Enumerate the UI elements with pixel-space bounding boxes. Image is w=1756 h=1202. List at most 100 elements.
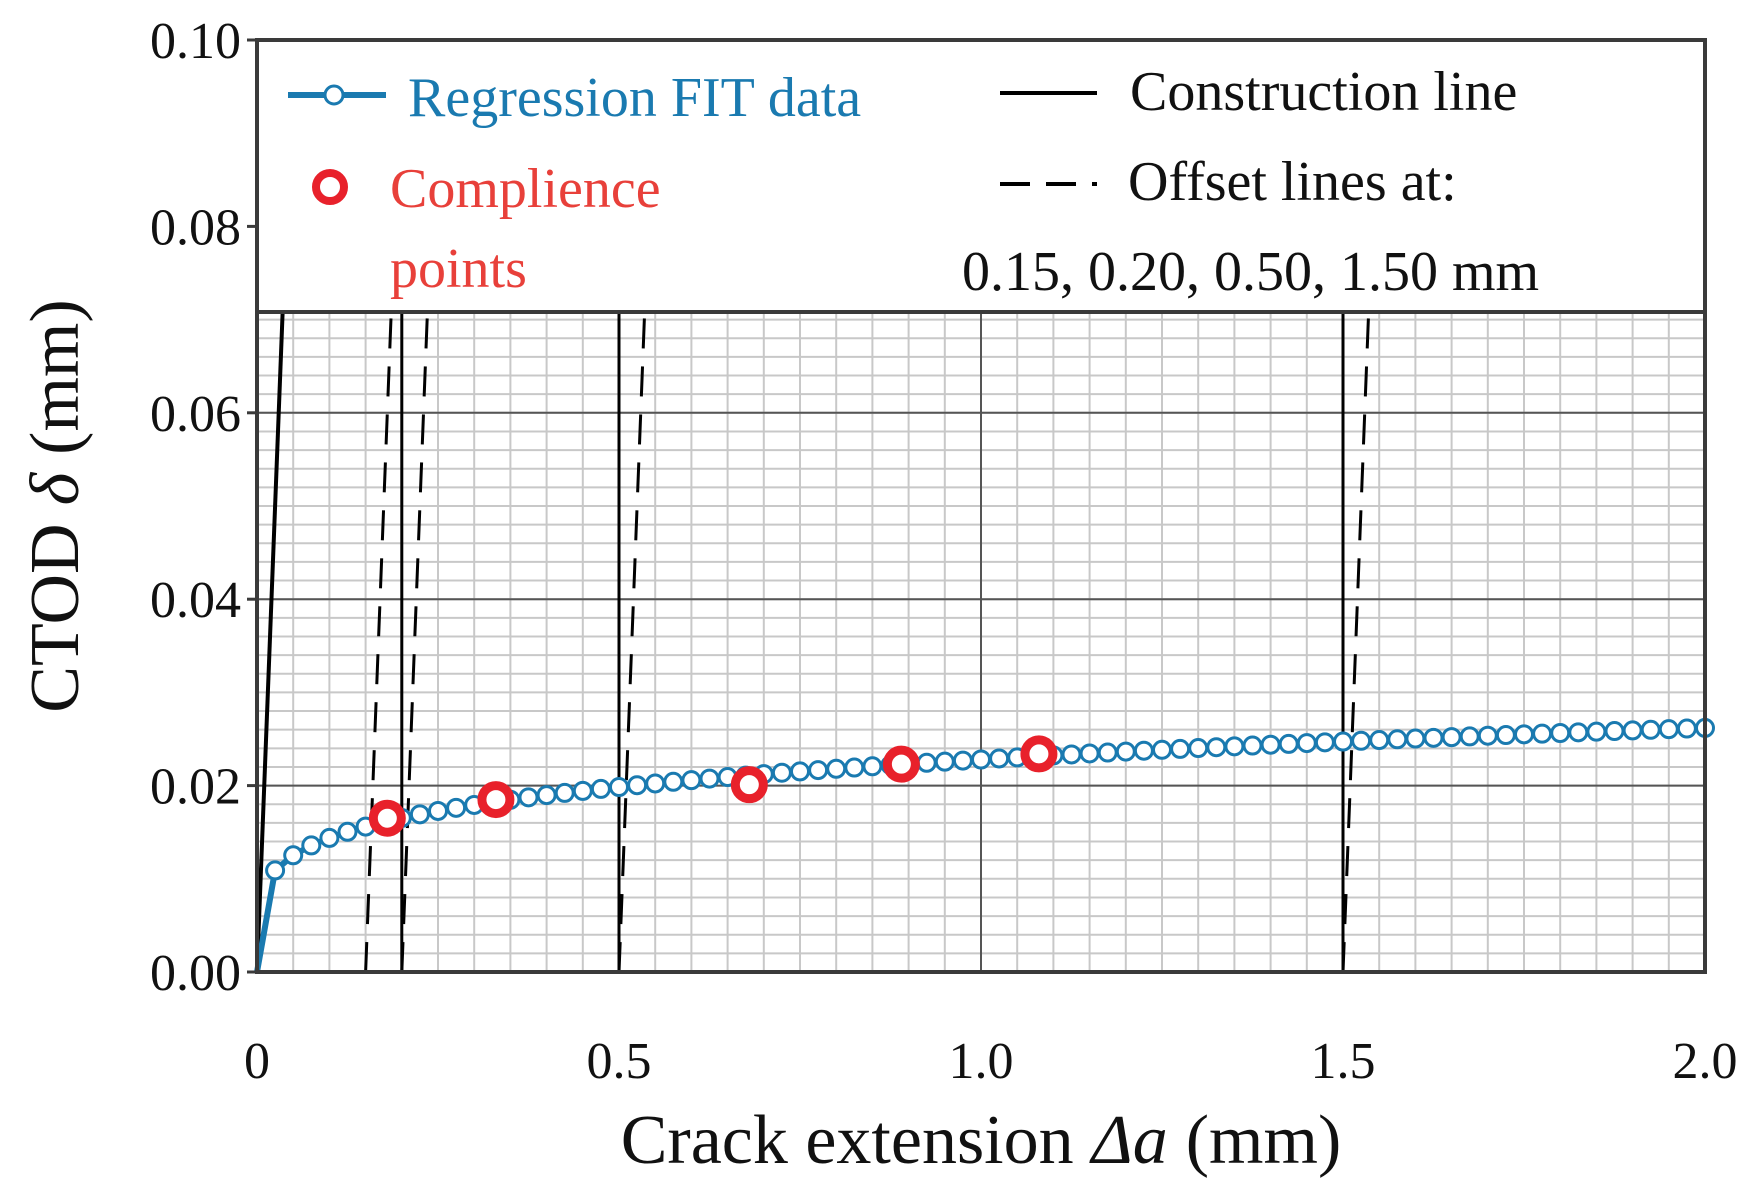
fit-point <box>446 797 467 818</box>
fit-point <box>1495 725 1516 746</box>
fit-point <box>790 761 810 782</box>
fit-point <box>1296 733 1317 754</box>
fit-point <box>1351 730 1372 751</box>
fit-point <box>1133 740 1154 761</box>
fit-point <box>1532 723 1553 744</box>
fit-point <box>1640 719 1661 740</box>
x-axis-label: Crack extension Δa (mm) <box>621 1102 1342 1179</box>
fit-point <box>1079 743 1100 764</box>
compliance-point <box>1020 735 1058 773</box>
fit-point <box>1423 727 1444 748</box>
fit-point <box>844 757 865 778</box>
fit-point <box>1658 719 1679 740</box>
x-axis-label-text: Crack extension <box>621 1102 1074 1179</box>
fit-point <box>1622 720 1643 741</box>
fit-point <box>952 750 973 771</box>
fit-point <box>1314 732 1335 753</box>
fit-point <box>319 827 340 848</box>
x-tick-label: 0 <box>244 1033 270 1090</box>
fit-point <box>1586 721 1607 742</box>
fit-point <box>1405 728 1426 749</box>
plot-frame <box>255 38 1707 974</box>
x-tick-label: 1.5 <box>1311 1033 1376 1090</box>
fit-point <box>771 762 792 783</box>
y-tick-label: 0.06 <box>150 386 241 443</box>
fit-point <box>1152 739 1172 760</box>
y-axis-label-text: CTOD <box>17 523 94 712</box>
fit-point <box>1568 722 1589 743</box>
fit-point <box>1459 726 1480 747</box>
fit-point <box>1097 742 1118 763</box>
fit-point <box>663 771 684 792</box>
fit-point <box>1224 736 1245 757</box>
fit-point <box>1061 744 1082 765</box>
fit-point <box>699 768 720 789</box>
y-tick-label: 0.10 <box>150 13 241 70</box>
fit-point <box>1514 724 1534 745</box>
fit-point <box>1604 721 1625 742</box>
fit-point <box>1477 725 1498 746</box>
fit-point <box>1387 729 1408 750</box>
legend-construction-label: Construction line <box>1130 61 1517 123</box>
compliance-point <box>882 745 920 783</box>
fit-point <box>590 778 611 799</box>
fit-point <box>971 749 991 770</box>
y-tick-label: 0.00 <box>150 945 241 1002</box>
fit-point <box>1278 733 1299 754</box>
data-series <box>254 717 1715 973</box>
fit-point <box>681 770 702 791</box>
fit-point <box>1115 741 1136 762</box>
legend-compliance-label-1: Complience <box>390 158 661 220</box>
x-axis-label-symbol: Δa <box>1089 1102 1168 1179</box>
fit-point <box>265 860 286 881</box>
fit-point <box>301 835 322 856</box>
y-tick-label: 0.02 <box>150 759 241 816</box>
y-tick-label: 0.08 <box>150 199 241 256</box>
legend-fit-marker <box>323 84 345 106</box>
x-axis-label-unit: (mm) <box>1186 1102 1342 1179</box>
fit-point <box>1333 731 1353 752</box>
compliance-point <box>730 766 768 804</box>
fit-point <box>1369 730 1390 751</box>
legend: Regression FIT data Complience points Co… <box>255 38 1707 314</box>
fit-point <box>409 804 430 825</box>
fit-point <box>518 787 539 808</box>
fit-point <box>1550 722 1571 743</box>
compliance-point <box>368 799 406 837</box>
x-tick-label: 2.0 <box>1673 1033 1738 1090</box>
y-axis-label-unit: (mm) <box>17 299 94 455</box>
fit-point <box>536 785 557 806</box>
fit-point <box>645 773 666 794</box>
legend-fit-label: Regression FIT data <box>408 67 861 129</box>
fit-point <box>1260 734 1281 755</box>
legend-compliance-marker <box>312 169 348 205</box>
fit-point <box>1242 735 1263 756</box>
fit-point <box>1170 738 1191 759</box>
fit-point <box>989 748 1010 769</box>
fit-point <box>916 752 937 773</box>
fit-point <box>808 760 829 781</box>
fit-point <box>428 800 448 821</box>
fit-point <box>1206 737 1227 758</box>
fit-point <box>826 758 847 779</box>
fit-point <box>572 780 593 801</box>
legend-offset-values: 0.15, 0.20, 0.50, 1.50 mm <box>962 241 1539 303</box>
y-tick-label: 0.04 <box>150 572 241 629</box>
fit-point <box>554 782 575 803</box>
fit-point <box>1441 727 1462 748</box>
axes: 0.00 0.02 0.04 0.06 0.08 0.10 0 0.5 1.0 1.5 2.0 Cra… <box>17 13 1738 1179</box>
x-tick-label: 0.5 <box>587 1033 652 1090</box>
fit-point <box>337 821 358 842</box>
fit-point <box>1676 718 1697 739</box>
x-tick-label: 1.0 <box>949 1033 1014 1090</box>
y-axis-label-symbol: δ <box>17 471 94 505</box>
fit-point <box>627 775 648 796</box>
fit-point <box>609 777 629 798</box>
fit-point <box>934 751 955 772</box>
fit-point <box>1188 738 1209 759</box>
compliance-point <box>477 781 515 819</box>
legend-compliance-label-2: points <box>390 238 527 300</box>
legend-offset-label: Offset lines at: <box>1128 151 1457 213</box>
